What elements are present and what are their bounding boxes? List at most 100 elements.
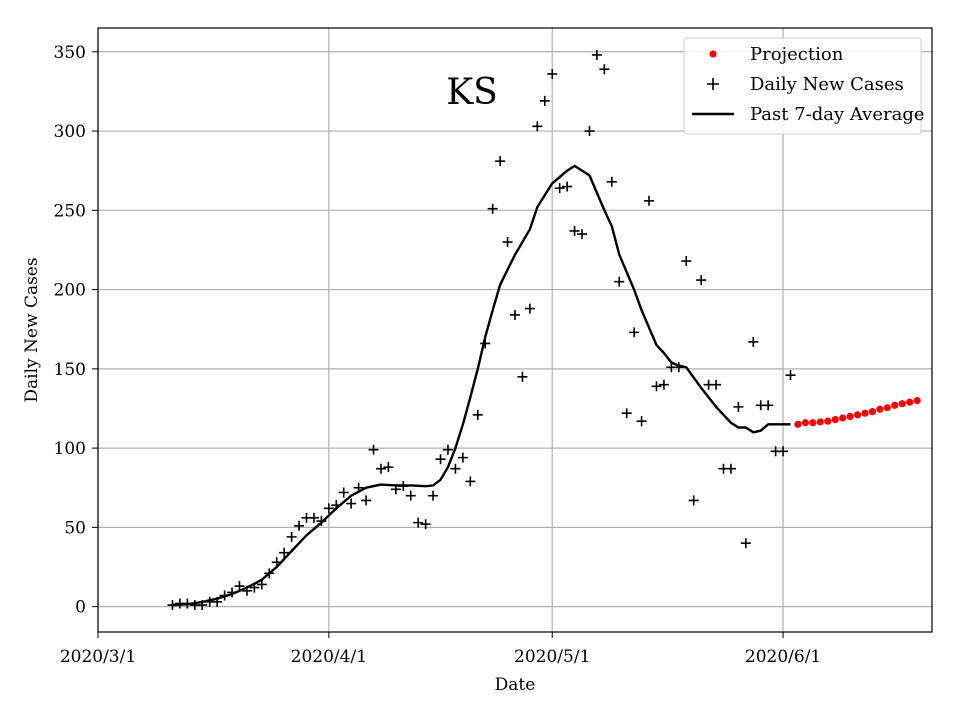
legend: Projection Daily New Cases Past 7-day Aver… [683,37,925,135]
daily-case-marker [681,256,692,267]
daily-case-marker [636,416,647,427]
daily-case-marker [562,181,573,192]
daily-case-marker [591,49,602,60]
daily-case-marker [651,381,662,392]
daily-case-marker [338,487,349,498]
daily-case-marker [212,596,223,607]
y-axis-label: Daily New Cases [22,257,42,402]
daily-case-marker [614,276,625,287]
projection-point [906,398,914,406]
daily-case-marker [308,512,319,523]
daily-case-marker [435,454,446,465]
daily-case-marker [465,476,476,487]
projection-point [883,404,891,412]
y-tick-label: 100 [54,439,86,459]
daily-case-marker [547,68,558,79]
y-tick-label: 350 [54,43,86,63]
projection-point [853,411,862,419]
legend-projection-swatch [709,50,717,58]
daily-case-marker [577,229,588,240]
daily-case-marker [658,379,669,390]
y-tick-label: 300 [54,122,86,142]
daily-case-marker [420,519,431,530]
projection-point [846,412,854,420]
daily-case-marker [688,495,699,506]
daily-case-marker [405,490,416,501]
daily-case-marker [778,446,789,457]
x-axis-label: Date [495,675,536,695]
daily-case-marker [241,585,252,596]
average-line [172,164,791,607]
plot-frame [97,27,933,633]
daily-case-marker [748,336,759,347]
y-tick-label: 50 [64,518,86,538]
daily-case-marker [480,338,491,349]
daily-case-marker [569,225,580,236]
projection-point [839,414,847,422]
y-tick-label: 150 [54,360,86,380]
daily-case-marker [696,275,707,286]
series-layer [167,49,921,611]
projection-point [801,419,810,427]
daily-case-marker [353,482,364,493]
daily-case-marker [629,327,640,338]
y-tick-label: 200 [54,281,86,301]
daily-case-marker [763,400,774,411]
daily-case-marker [725,463,736,474]
daily-case-marker [323,503,334,514]
daily-case-marker [539,95,550,106]
daily-case-marker [733,401,744,412]
y-tick-label: 0 [75,598,86,618]
daily-case-marker [375,463,386,474]
daily-case-marker [383,462,394,473]
grid [97,28,932,632]
daily-case-marker [279,547,290,558]
daily-case-marker [390,484,401,495]
daily-case-marker [510,309,520,320]
x-axis: 2020/3/1 2020/4/1 2020/5/1 2020/6/1 [60,632,821,667]
daily-case-marker [413,517,424,528]
daily-case-marker [673,362,684,373]
daily-case-marker [294,520,305,531]
y-tick-label: 250 [54,201,86,221]
daily-case-marker [450,463,461,474]
daily-case-marker [442,444,453,455]
daily-case-marker [554,183,565,194]
x-tick-label: 2020/3/1 [60,647,136,667]
daily-case-marker [234,581,245,592]
projection-point [861,409,869,417]
daily-case-marker [346,498,357,509]
daily-case-marker [785,370,796,381]
daily-case-marker [502,237,513,248]
daily-case-marker [398,481,409,492]
legend-label: Projection [750,44,844,65]
daily-case-marker [740,538,751,549]
projection-point [898,400,906,408]
daily-case-marker [711,379,722,390]
projection-point [891,401,899,409]
projection-point [913,396,921,405]
daily-case-marker [517,371,528,382]
projection-point [876,405,884,413]
daily-case-marker [621,408,632,419]
daily-case-marker [472,409,483,420]
projection-point [868,408,877,416]
projection-point [794,420,802,428]
legend-label: Daily New Cases [750,74,904,95]
daily-case-marker [584,126,595,137]
daily-case-marker [428,490,439,501]
daily-case-marker [219,590,230,601]
daily-case-marker [495,156,506,167]
x-tick-label: 2020/4/1 [291,647,367,667]
x-tick-label: 2020/6/1 [745,647,821,667]
daily-case-marker [316,516,327,527]
daily-case-marker [361,495,372,506]
daily-case-marker [532,121,543,132]
daily-case-marker [606,176,617,187]
projection-point [824,417,832,425]
legend-box [683,37,922,135]
daily-case-marker [599,64,610,75]
daily-case-marker [182,598,193,609]
daily-case-marker [487,203,498,214]
